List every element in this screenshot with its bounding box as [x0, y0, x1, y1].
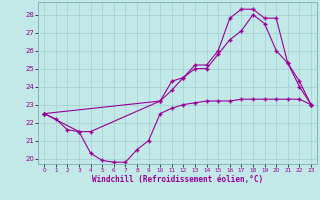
- X-axis label: Windchill (Refroidissement éolien,°C): Windchill (Refroidissement éolien,°C): [92, 175, 263, 184]
